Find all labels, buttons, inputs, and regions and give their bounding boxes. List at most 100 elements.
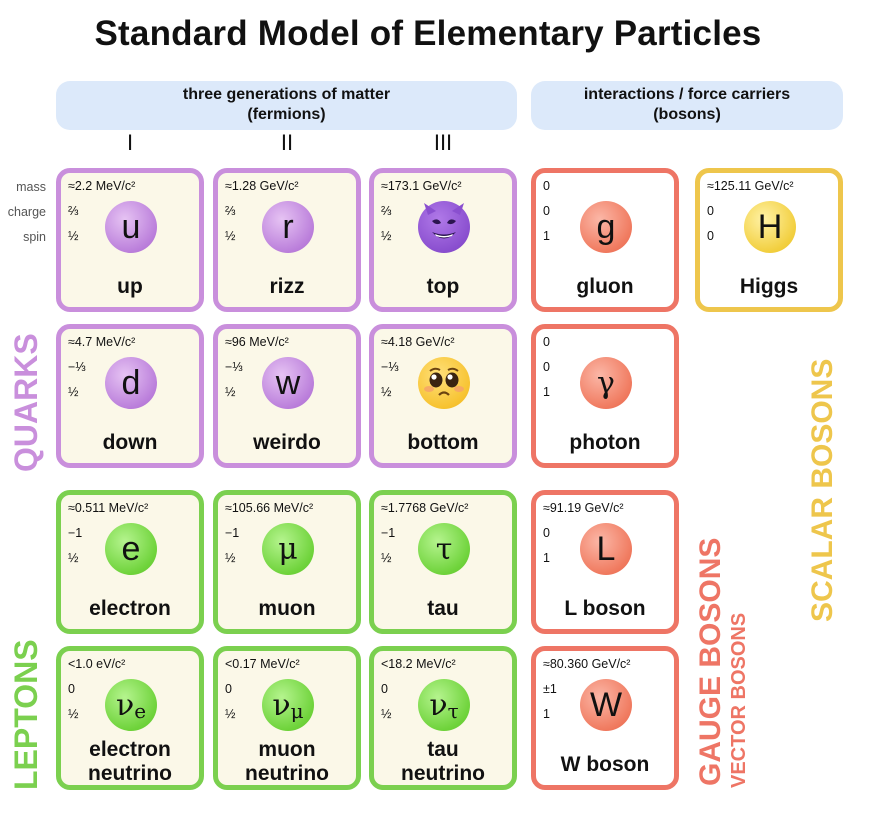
- spin-value: ½: [225, 385, 236, 399]
- particle-card-weirdo: ≈96 MeV/c² −⅓ ½ w weirdo: [213, 324, 361, 468]
- particle-symbol: L: [580, 523, 632, 575]
- mass-value: ≈105.66 MeV/c²: [225, 501, 314, 515]
- charge-value: 0: [225, 682, 232, 696]
- symbol-subscript: μ: [290, 699, 304, 723]
- charge-value: −⅓: [381, 360, 399, 374]
- particle-name-line1: muon: [258, 738, 316, 761]
- particle-card-down: ≈4.7 MeV/c² −⅓ ½ d down: [56, 324, 204, 468]
- particle-name: tau neutrino: [374, 738, 512, 786]
- spin-value: 1: [543, 385, 550, 399]
- symbol-subscript: τ: [447, 699, 459, 723]
- particle-card-higgs: ≈125.11 GeV/c² 0 0 H Higgs: [695, 168, 843, 312]
- mass-value: 0: [543, 335, 550, 349]
- mass-value: <1.0 eV/c²: [68, 657, 126, 671]
- particle-card-photon: 0 0 1 γ photon: [531, 324, 679, 468]
- charge-value: ⅔: [381, 204, 392, 218]
- particle-name: tau: [427, 597, 459, 620]
- generation-2-label: II: [280, 130, 294, 155]
- mass-value: ≈96 MeV/c²: [225, 335, 289, 349]
- particle-card-top: ≈173.1 GeV/c² ⅔ ½ top: [369, 168, 517, 312]
- mass-value: <18.2 MeV/c²: [381, 657, 456, 671]
- fermions-header: three generations of matter (fermions): [56, 81, 517, 130]
- spin-value: ½: [68, 229, 79, 243]
- spin-value: ½: [381, 385, 392, 399]
- particle-card-rizz: ≈1.28 GeV/c² ⅔ ½ r rizz: [213, 168, 361, 312]
- charge-value: ⅔: [225, 204, 236, 218]
- charge-value: −⅓: [225, 360, 243, 374]
- particle-name: weirdo: [253, 431, 321, 454]
- particle-name: W boson: [560, 753, 650, 776]
- particle-symbol: γ: [580, 357, 632, 409]
- quarks-label: QUARKS: [8, 333, 44, 472]
- spin-value: ½: [225, 229, 236, 243]
- particle-symbol: τ: [418, 523, 470, 575]
- spin-value: ½: [381, 229, 392, 243]
- charge-value: 0: [381, 682, 388, 696]
- particle-name: top: [426, 275, 460, 298]
- mass-row-label: mass: [16, 180, 46, 194]
- particle-name-line2: neutrino: [401, 762, 485, 785]
- particle-name: down: [102, 431, 158, 454]
- mass-value: ≈125.11 GeV/c²: [707, 179, 794, 193]
- particle-name-line1: tau: [427, 738, 459, 761]
- particle-symbol: r: [262, 201, 314, 253]
- charge-value: 0: [543, 360, 550, 374]
- spin-value: 1: [543, 229, 550, 243]
- spin-row-label: spin: [23, 230, 46, 244]
- particle-card-bottom: ≈4.18 GeV/c² −⅓ ½ bottom: [369, 324, 517, 468]
- particle-name: gluon: [576, 275, 634, 298]
- leptons-label: LEPTONS: [8, 639, 44, 790]
- charge-value: −⅓: [68, 360, 86, 374]
- generation-1-label: I: [126, 130, 134, 155]
- mass-value: <0.17 MeV/c²: [225, 657, 300, 671]
- vector-bosons-label: VECTOR BOSONS: [728, 612, 750, 788]
- spin-value: ½: [68, 551, 79, 565]
- particle-name: up: [117, 275, 143, 298]
- particle-name: rizz: [269, 275, 305, 298]
- scalar-bosons-label: SCALAR BOSONS: [806, 358, 839, 622]
- bosons-header-line1: interactions / force carriers: [583, 86, 791, 103]
- particle-name: Higgs: [739, 275, 799, 298]
- mass-value: ≈4.7 MeV/c²: [68, 335, 136, 349]
- particle-name: photon: [569, 431, 641, 454]
- particle-symbol: μ: [262, 523, 314, 575]
- particle-name: L boson: [564, 597, 646, 620]
- particle-symbol: e: [105, 523, 157, 575]
- mass-value: ≈1.7768 GeV/c²: [381, 501, 469, 515]
- particle-symbol: g: [580, 201, 632, 253]
- symbol-main: ν: [115, 687, 135, 723]
- spin-value: 1: [543, 551, 550, 565]
- spin-value: ½: [225, 707, 236, 721]
- particle-card-up: ≈2.2 MeV/c² ⅔ ½ u up: [56, 168, 204, 312]
- particle-symbol: w: [262, 357, 314, 409]
- mass-value: 0: [543, 179, 550, 193]
- charge-value: 0: [68, 682, 75, 696]
- charge-value: −1: [381, 526, 396, 540]
- particle-card-gluon: 0 0 1 g gluon: [531, 168, 679, 312]
- gauge-bosons-label: GAUGE BOSONS: [694, 537, 727, 786]
- spin-value: ½: [381, 551, 392, 565]
- particle-name: muon: [258, 597, 316, 620]
- particle-symbol: u: [105, 201, 157, 253]
- charge-value: 0: [543, 526, 550, 540]
- particle-symbol: W: [580, 679, 632, 731]
- particle-name: muon neutrino: [218, 738, 356, 786]
- mass-value: ≈173.1 GeV/c²: [381, 179, 462, 193]
- particle-name: electron neutrino: [61, 738, 199, 786]
- particle-card-electron: ≈0.511 MeV/c² −1 ½ e electron: [56, 490, 204, 634]
- generation-3-label: III: [433, 130, 453, 155]
- charge-value: ±1: [543, 682, 557, 696]
- smiling-devil-emoji-icon: [418, 201, 470, 253]
- mass-value: ≈2.2 MeV/c²: [68, 179, 136, 193]
- charge-value: 0: [707, 204, 714, 218]
- particle-card-w-boson: ≈80.360 GeV/c² ±1 1 W W boson: [531, 646, 679, 790]
- spin-value: ½: [381, 707, 392, 721]
- symbol-subscript: e: [134, 699, 147, 723]
- spin-value: 0: [707, 229, 714, 243]
- fermions-header-line1: three generations of matter: [182, 86, 391, 103]
- charge-value: ⅔: [68, 204, 79, 218]
- particle-name: electron: [89, 597, 171, 620]
